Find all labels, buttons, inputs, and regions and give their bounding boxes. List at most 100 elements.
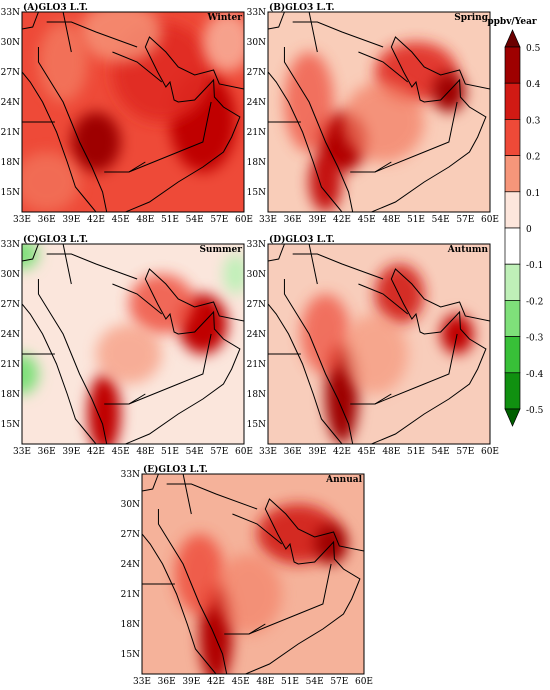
coastline xyxy=(232,513,283,545)
y-tick-label: 21N xyxy=(247,128,266,138)
y-tick-label: 21N xyxy=(1,360,20,370)
y-tick-label: 15N xyxy=(121,650,140,660)
x-tick-label: 42E xyxy=(87,215,105,225)
x-tick-label: 45E xyxy=(358,447,376,457)
coastline xyxy=(358,283,409,315)
coastline xyxy=(106,36,244,212)
x-tick-label: 48E xyxy=(136,447,154,457)
x-tick-label: 33E xyxy=(13,447,31,457)
coastline xyxy=(358,51,409,83)
x-tick-label: 51E xyxy=(161,215,179,225)
x-tick-label: 54E xyxy=(186,447,204,457)
y-tick-label: 33N xyxy=(1,8,20,18)
y-tick-label: 21N xyxy=(247,360,266,370)
x-tick-label: 45E xyxy=(358,215,376,225)
x-tick-label: 42E xyxy=(333,447,351,457)
map-panel: (E)GLO3 L.T. Annual 33E 36E 39E 42E 45E 48E 51E 5… xyxy=(121,464,373,687)
panel-label: (A)GLO3 L.T. xyxy=(23,2,88,13)
coastline xyxy=(157,509,228,674)
coastline xyxy=(128,333,212,405)
panel-frame xyxy=(267,11,491,213)
colorbar-tick-label: -0.2 xyxy=(526,297,543,307)
coastline xyxy=(46,253,138,280)
panel-season: Annual xyxy=(325,475,362,485)
colorbar-title: ppbv/Year xyxy=(487,17,537,27)
x-tick-label: 57E xyxy=(210,215,228,225)
x-tick-label: 51E xyxy=(281,677,299,686)
coastline xyxy=(106,268,244,444)
y-tick-label: 24N xyxy=(121,560,140,570)
colorbar-tick-label: -0.4 xyxy=(526,370,544,380)
field-blob xyxy=(128,274,195,334)
x-tick-label: 36E xyxy=(284,447,302,457)
x-tick-label: 33E xyxy=(259,215,277,225)
x-tick-label: 54E xyxy=(186,215,204,225)
x-tick-label: 36E xyxy=(38,215,56,225)
coastline xyxy=(142,533,217,674)
panel-label: (C)GLO3 L.T. xyxy=(23,234,88,245)
y-tick-label: 18N xyxy=(1,158,20,168)
x-tick-label: 57E xyxy=(210,447,228,457)
panel-frame xyxy=(21,11,245,213)
coastline xyxy=(268,12,285,30)
coastline xyxy=(374,333,458,405)
coastline xyxy=(104,161,146,173)
y-tick-label: 15N xyxy=(247,420,266,430)
panel-frame xyxy=(141,473,365,675)
x-tick-label: 33E xyxy=(259,447,277,457)
coastline xyxy=(374,101,458,173)
coastline xyxy=(283,279,354,444)
colorbar-tick-label: 0.1 xyxy=(526,189,540,199)
x-tick-label: 48E xyxy=(256,677,274,686)
coastline xyxy=(46,21,138,48)
y-tick-label: 15N xyxy=(1,188,20,198)
colorbar-tick-label: -0.1 xyxy=(526,261,543,271)
colorbar-segment xyxy=(504,46,521,84)
coastline xyxy=(166,483,258,510)
coastline xyxy=(292,253,384,280)
coastline xyxy=(350,161,392,173)
x-tick-label: 54E xyxy=(306,677,324,686)
field-blob xyxy=(342,82,425,162)
colorbar-tick-label: 0 xyxy=(526,225,532,235)
field-blob xyxy=(202,12,244,72)
coastline xyxy=(22,244,39,262)
coastline xyxy=(62,244,72,285)
field-blob xyxy=(96,324,162,384)
colorbar-tick-label: -0.3 xyxy=(526,334,544,344)
y-tick-label: 30N xyxy=(121,500,140,510)
coastline xyxy=(268,71,343,212)
x-tick-label: 60E xyxy=(481,447,499,457)
x-tick-label: 57E xyxy=(456,447,474,457)
x-tick-label: 42E xyxy=(207,677,225,686)
x-tick-label: 39E xyxy=(62,447,80,457)
field-blob xyxy=(22,152,80,212)
panel-season: Autumn xyxy=(447,245,489,255)
coastline xyxy=(62,12,72,53)
x-tick-label: 39E xyxy=(182,677,200,686)
y-tick-label: 18N xyxy=(247,158,266,168)
x-tick-label: 33E xyxy=(133,677,151,686)
field-blob xyxy=(374,264,425,324)
x-tick-label: 57E xyxy=(330,677,348,686)
field-blob xyxy=(216,554,282,634)
colorbar-segment xyxy=(504,119,521,156)
y-tick-label: 24N xyxy=(247,98,266,108)
y-tick-label: 27N xyxy=(247,68,266,78)
y-tick-label: 30N xyxy=(247,38,266,48)
coastline xyxy=(128,101,212,173)
panel-label: (E)GLO3 L.T. xyxy=(143,464,208,475)
field-blob xyxy=(22,354,39,394)
coastline xyxy=(308,12,318,53)
x-tick-label: 48E xyxy=(382,215,400,225)
field-blob xyxy=(300,294,351,374)
y-tick-label: 27N xyxy=(1,68,20,78)
x-tick-label: 39E xyxy=(308,215,326,225)
x-tick-label: 54E xyxy=(432,447,450,457)
coastline xyxy=(352,268,490,444)
panel-frame xyxy=(21,243,245,445)
x-tick-label: 45E xyxy=(112,215,130,225)
colorbar-tick-label: -0.5 xyxy=(526,406,544,416)
colorbar-cap-top xyxy=(504,29,521,48)
